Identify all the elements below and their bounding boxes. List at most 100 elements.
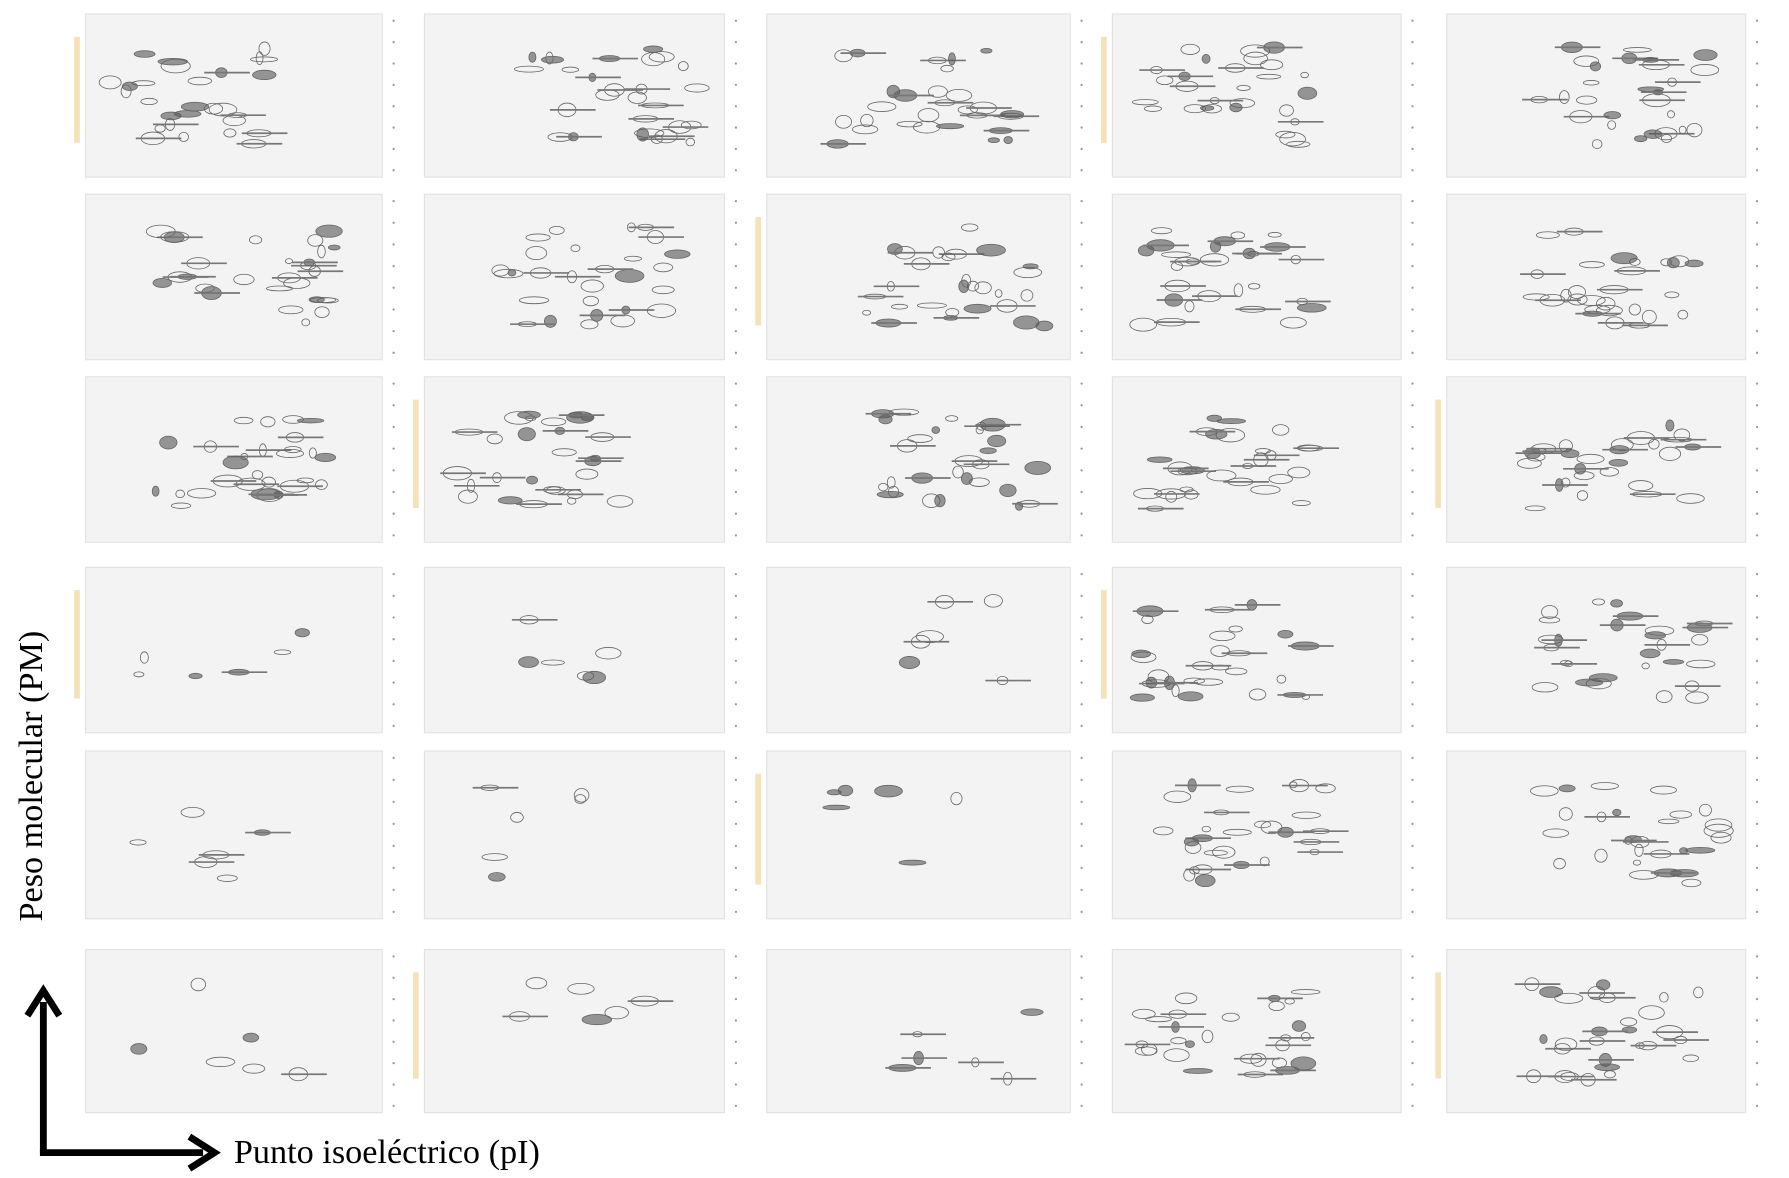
scale-dot [392,573,394,575]
scale-dot [1411,595,1413,597]
scale-dot [1411,725,1413,727]
scale-dot [735,200,737,202]
scale-dot [1756,911,1758,913]
scale-dot [1411,148,1413,150]
protein-spot [1278,630,1293,638]
gel-background [1112,14,1401,177]
scale-dot [1080,62,1082,64]
scale-dot [392,595,394,597]
protein-spot [1291,1057,1316,1070]
scale-dot [1411,448,1413,450]
protein-spot [160,436,177,449]
scale-dot [1411,491,1413,493]
scale-dot [1756,148,1758,150]
scale-dot [1756,382,1758,384]
scale-dot [392,287,394,289]
scale-dot [1756,534,1758,536]
scale-dot [1080,287,1082,289]
protein-spot [1230,103,1242,112]
scale-dot [1080,703,1082,705]
scale-dot [392,243,394,245]
scale-dot [392,779,394,781]
scale-dot [1080,41,1082,43]
protein-spot [1694,50,1717,61]
x-axis-label: Punto isoeléctrico (pI) [234,1134,540,1171]
scale-dot [735,823,737,825]
gel-background [86,194,383,359]
scale-dot [735,352,737,354]
scale-dot [1080,1041,1082,1043]
scale-dot [1080,595,1082,597]
scale-dot [735,84,737,86]
scale-dot [735,148,737,150]
scale-dot [1756,200,1758,202]
protein-spot [936,124,964,129]
scale-dot [1080,616,1082,618]
protein-spot [1004,137,1013,144]
protein-spot [1609,459,1628,466]
gel-background [86,950,383,1113]
scale-dot [392,148,394,150]
scale-dot [735,491,737,493]
scale-dot [1411,681,1413,683]
gel-background [424,950,724,1113]
scale-dot [392,105,394,107]
protein-spot [1178,692,1203,701]
scale-dot [1080,426,1082,428]
scale-dot [1411,62,1413,64]
scale-dot [735,1019,737,1021]
gel-panel [413,377,737,542]
scale-dot [392,845,394,847]
scale-dot [1411,703,1413,705]
gel-background [1112,567,1401,732]
gel-background [1112,950,1401,1113]
scale-dot [735,20,737,22]
gel-background [767,751,1070,919]
scale-dot [1080,955,1082,957]
scale-dot [1080,169,1082,171]
protein-spot [1604,112,1621,119]
scale-dot [1411,404,1413,406]
gel-panel [767,377,1083,542]
scale-dot [735,513,737,515]
protein-spot [1013,316,1039,329]
gel-grid [74,14,1758,1113]
scale-dot [735,105,737,107]
protein-spot [544,315,556,327]
protein-spot [1202,54,1210,63]
gel-panel [1435,950,1758,1113]
gel-background [424,377,724,542]
scale-dot [1756,404,1758,406]
gel-panel [1101,567,1414,732]
scale-dot [735,448,737,450]
gel-panel [86,194,395,359]
scale-dot [392,955,394,957]
scale-dot [1080,801,1082,803]
protein-spot [961,473,972,485]
scale-dot [392,801,394,803]
scale-dot [735,126,737,128]
protein-spot [527,476,538,484]
scale-dot [392,426,394,428]
scale-dot [735,911,737,913]
scale-dot [392,404,394,406]
scale-dot [392,703,394,705]
protein-spot [935,494,945,506]
gel-panel [1447,194,1758,359]
scale-dot [1080,845,1082,847]
scale-dot [392,725,394,727]
scale-dot [1080,1062,1082,1064]
scale-dot [1756,491,1758,493]
scale-dot [1411,308,1413,310]
scale-dot [1411,200,1413,202]
scale-dot [735,867,737,869]
scale-dot [1756,41,1758,43]
scale-dot [1411,243,1413,245]
scale-dot [1756,1041,1758,1043]
scale-dot [1080,889,1082,891]
protein-spot [1184,838,1199,846]
protein-spot [838,785,853,796]
protein-spot [1183,1069,1212,1074]
protein-spot [316,225,342,237]
scale-dot [1756,889,1758,891]
